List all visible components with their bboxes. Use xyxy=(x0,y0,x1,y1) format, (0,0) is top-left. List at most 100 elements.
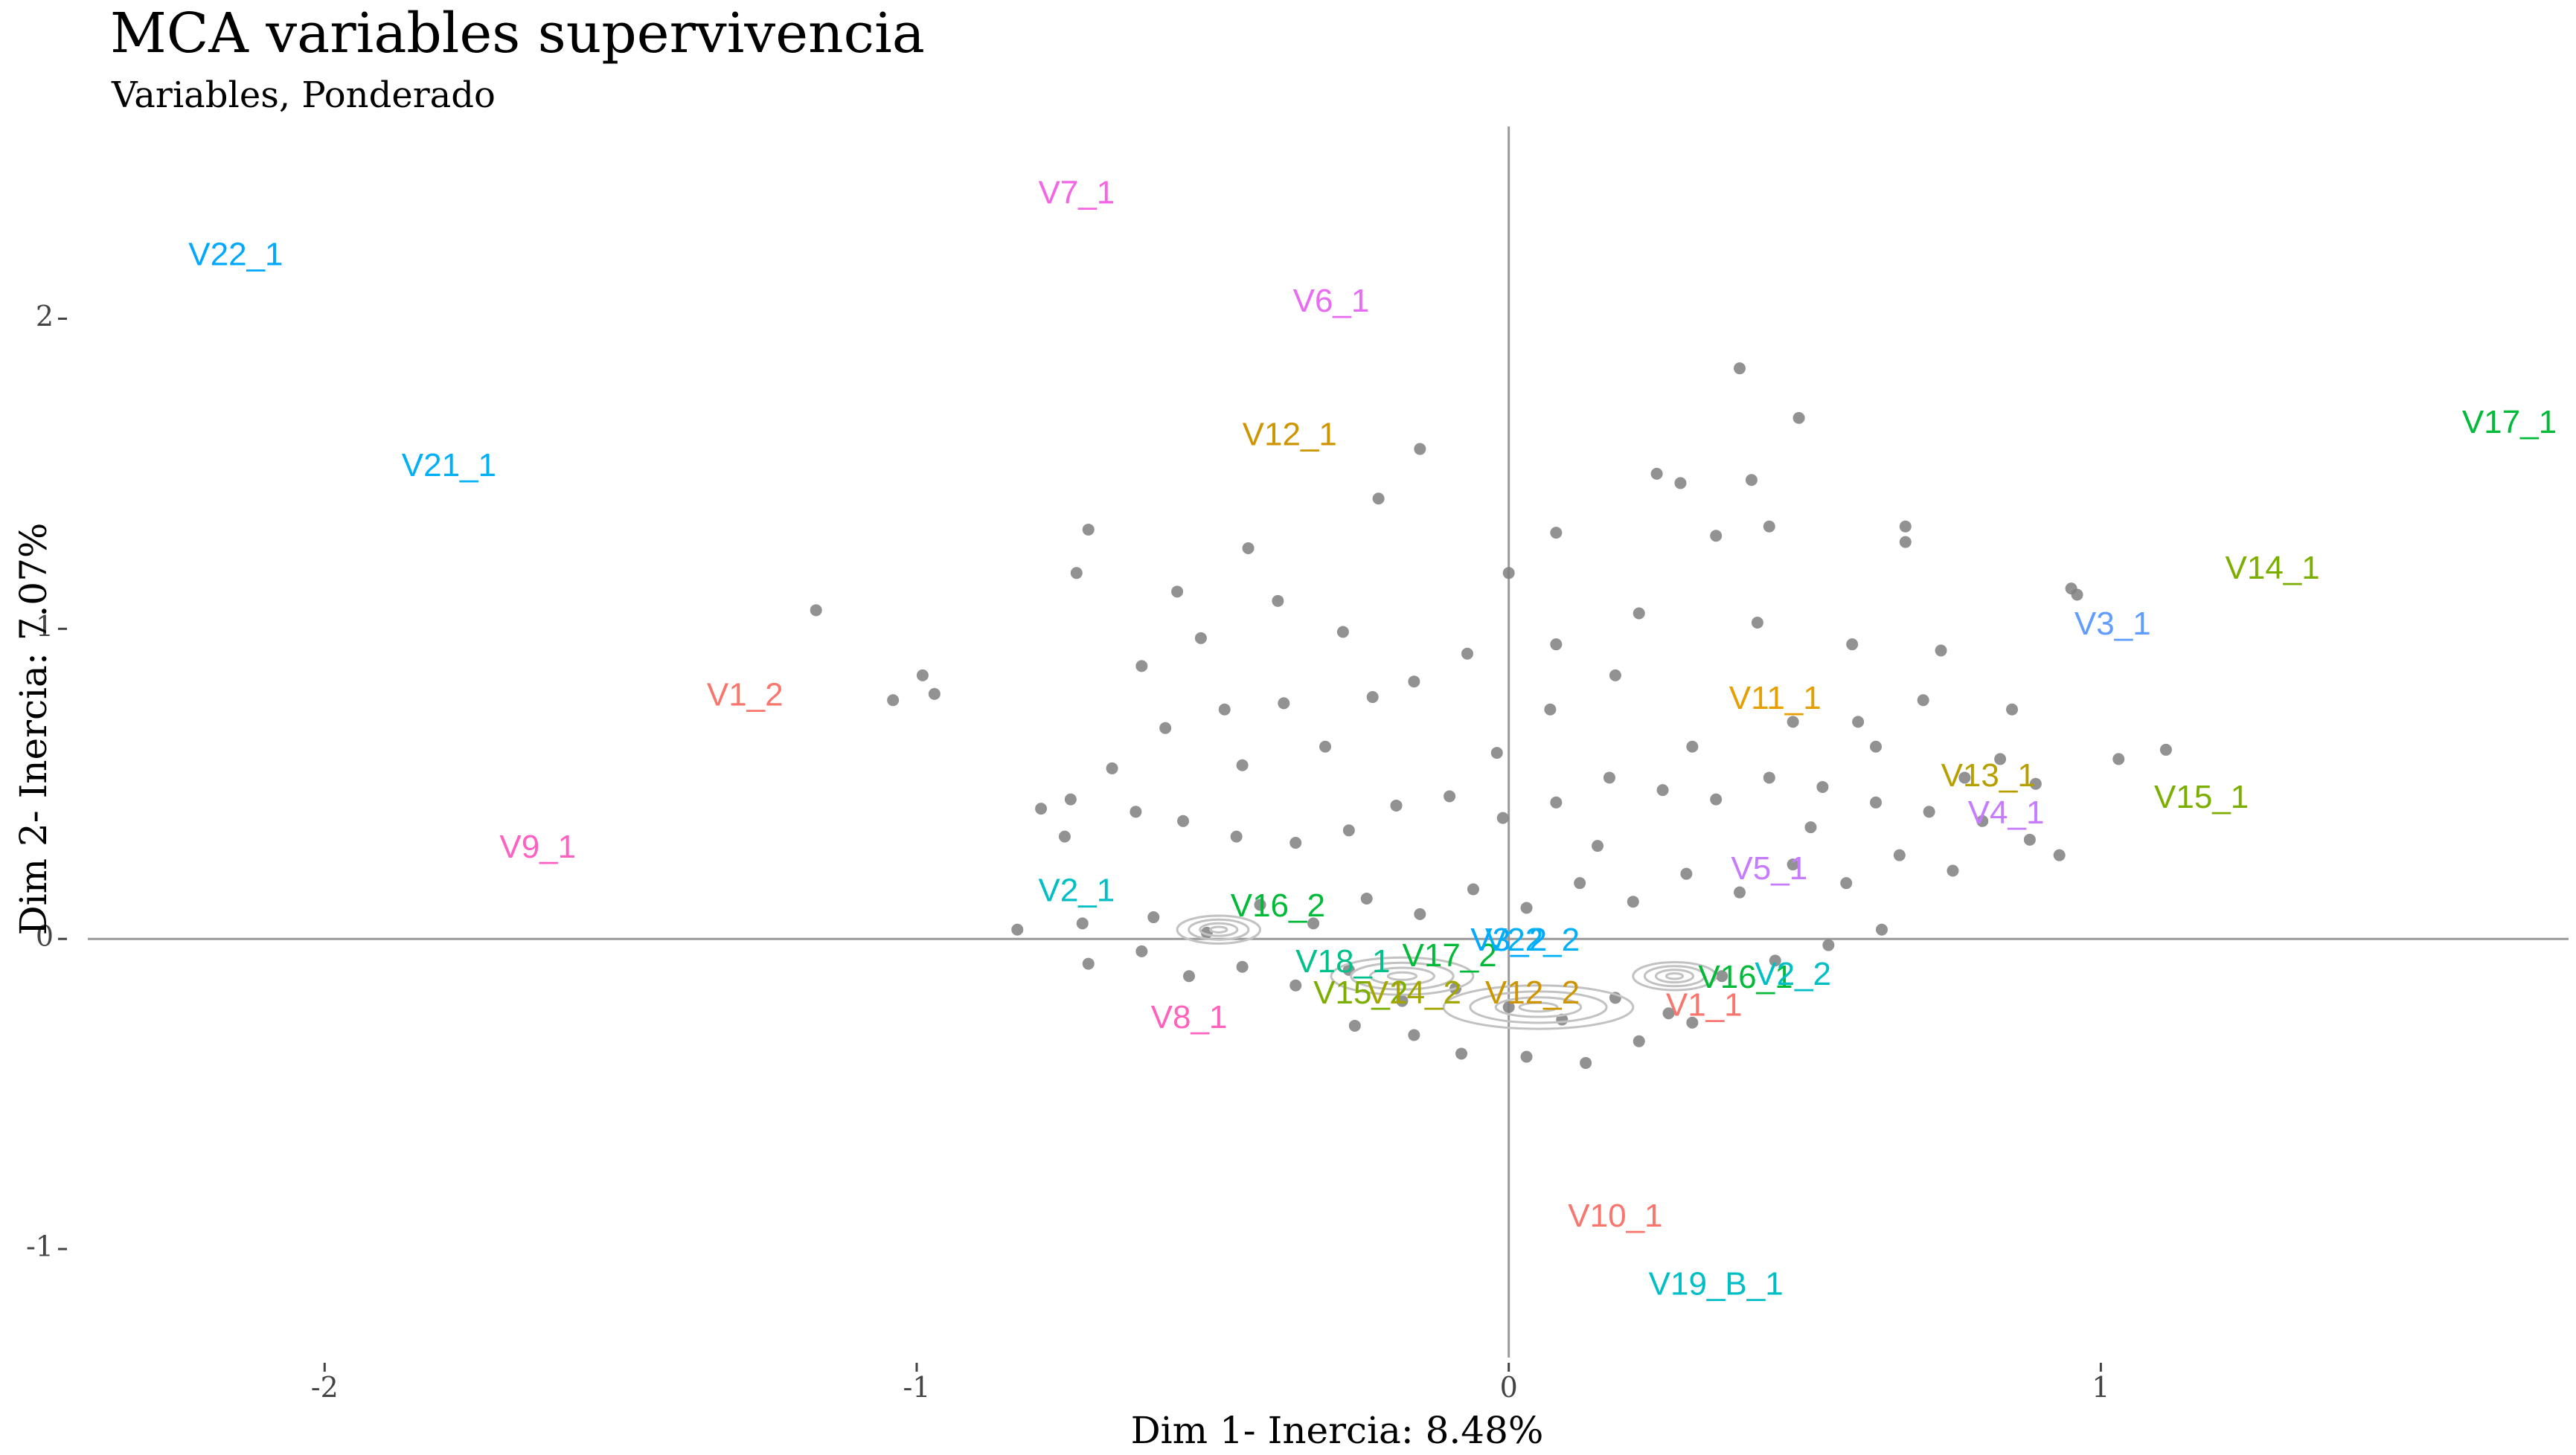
density-contour xyxy=(1442,984,1635,1030)
individual-point xyxy=(1520,1050,1533,1063)
density-contour xyxy=(1199,922,1239,937)
individual-point xyxy=(1710,530,1723,542)
individual-point xyxy=(1496,812,1509,824)
individual-point xyxy=(1633,1035,1645,1047)
category-label: V16_2 xyxy=(1231,887,1325,924)
individual-point xyxy=(1686,740,1699,753)
individual-point xyxy=(1455,1047,1468,1060)
category-label: V10_1 xyxy=(1568,1198,1662,1234)
category-label: V2_1 xyxy=(1038,872,1115,908)
individual-point xyxy=(1734,362,1746,375)
individual-point xyxy=(1408,1029,1420,1041)
individual-point xyxy=(1550,527,1563,539)
category-label: V11_1 xyxy=(1729,680,1822,716)
individual-points xyxy=(810,362,2172,1069)
individual-point xyxy=(1710,793,1723,806)
category-label: V21_1 xyxy=(402,447,496,484)
individual-point xyxy=(1580,1056,1592,1069)
category-label: V3_2 xyxy=(1470,922,1547,958)
y-tick-label: -1 xyxy=(26,1230,54,1263)
x-tick-label: -2 xyxy=(311,1371,339,1404)
density-contour xyxy=(1330,956,1475,996)
individual-point xyxy=(1627,896,1639,908)
individual-point xyxy=(1935,644,1947,657)
individual-point xyxy=(1408,675,1420,688)
individual-point xyxy=(887,694,900,707)
individual-point xyxy=(1171,585,1184,598)
individual-point xyxy=(2023,833,2036,846)
reference-lines xyxy=(88,126,2569,1358)
category-label: V9_1 xyxy=(499,829,576,865)
individual-point xyxy=(1656,784,1669,797)
category-label: V1_2 xyxy=(707,677,784,713)
y-ticks: -1 0 1 2 xyxy=(26,300,67,1263)
individual-point xyxy=(1177,815,1190,827)
chart-title: MCA variables supervivencia xyxy=(110,1,925,65)
individual-point xyxy=(1994,753,2007,765)
individual-point xyxy=(2029,777,2042,790)
individual-point xyxy=(1816,780,1829,793)
individual-point xyxy=(1011,923,1024,936)
individual-point xyxy=(1875,923,1888,936)
individual-point xyxy=(1769,954,1781,967)
individual-point xyxy=(1307,917,1320,930)
individual-point xyxy=(1218,703,1231,716)
density-contour xyxy=(1494,996,1583,1018)
individual-point xyxy=(1840,877,1853,890)
individual-point xyxy=(2006,703,2019,716)
density-contour xyxy=(1665,971,1685,980)
individual-point xyxy=(1550,638,1563,651)
individual-point xyxy=(1230,830,1243,843)
individual-point xyxy=(1502,567,1515,579)
density-contour xyxy=(1469,990,1608,1024)
individual-point xyxy=(810,604,822,617)
individual-point xyxy=(1947,864,1959,877)
individual-point xyxy=(1846,638,1859,651)
individual-point xyxy=(1490,747,1503,759)
category-label: V22_2 xyxy=(1485,922,1580,958)
individual-point xyxy=(1734,886,1746,899)
y-axis-label: Dim 2- Inercia: 7.07% xyxy=(12,523,55,936)
individual-point xyxy=(928,687,941,700)
individual-point xyxy=(1289,979,1302,992)
x-axis-label: Dim 1- Inercia: 8.48% xyxy=(1131,1409,1544,1452)
individual-point xyxy=(1236,759,1249,771)
category-label: V2_2 xyxy=(1755,956,1831,992)
individual-point xyxy=(1342,824,1355,837)
individual-point xyxy=(1336,626,1349,638)
individual-point xyxy=(1787,716,1799,728)
category-label: V1_1 xyxy=(1666,987,1743,1024)
individual-point xyxy=(1467,883,1479,896)
individual-point xyxy=(1792,411,1805,424)
individual-point xyxy=(1461,647,1473,660)
category-label: V6_1 xyxy=(1293,283,1370,319)
individual-point xyxy=(1958,771,1971,784)
x-ticks: -2 -1 0 1 xyxy=(311,1363,2109,1404)
individual-point xyxy=(1822,939,1835,951)
individual-point xyxy=(1976,815,1989,827)
individual-point xyxy=(1366,691,1379,704)
individual-point xyxy=(1360,893,1373,905)
individual-point xyxy=(1278,697,1290,710)
y-tick-label: 1 xyxy=(36,610,54,643)
individual-point xyxy=(1390,799,1403,812)
individual-point xyxy=(1745,474,1758,486)
category-label: V12_2 xyxy=(1485,974,1580,1011)
individual-point xyxy=(1289,836,1302,849)
density-contour xyxy=(1209,925,1228,934)
y-tick-label: 0 xyxy=(36,920,54,953)
individual-point xyxy=(1502,1000,1515,1013)
individual-point xyxy=(1662,1007,1675,1020)
individual-point xyxy=(1106,762,1118,774)
individual-point xyxy=(1751,617,1763,629)
individual-point xyxy=(2053,849,2066,861)
chart-subtitle: Variables, Ponderado xyxy=(112,74,496,116)
density-contour xyxy=(1654,969,1695,984)
category-label: V13_1 xyxy=(1941,757,2036,794)
category-label: V19_B_1 xyxy=(1649,1266,1784,1303)
individual-point xyxy=(2159,743,2172,756)
individual-point xyxy=(1592,840,1604,852)
category-label: V3_1 xyxy=(2074,606,2151,642)
individual-point xyxy=(1870,796,1883,809)
individual-point xyxy=(1372,492,1385,505)
